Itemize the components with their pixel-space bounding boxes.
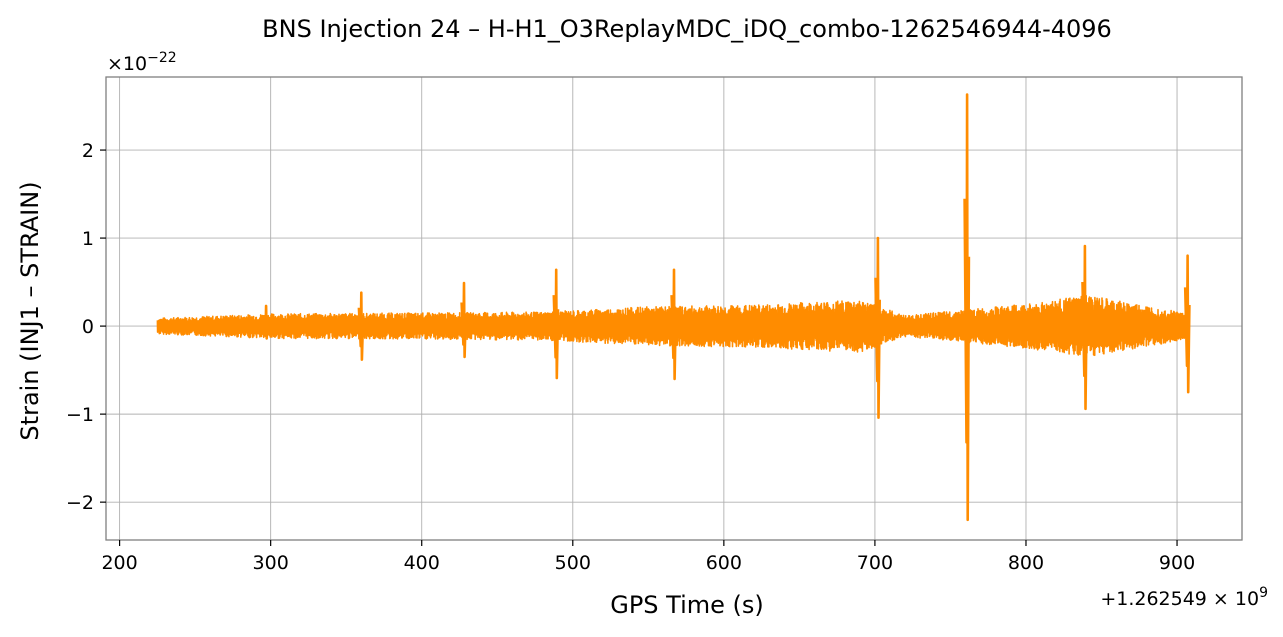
strain-peak	[460, 281, 468, 359]
strain-peak	[1183, 254, 1191, 394]
x-tick-label: 400	[404, 552, 440, 574]
x-offset-times: × 10	[1207, 588, 1259, 610]
y-multiplier: ×10−22	[107, 50, 177, 75]
strain-peak	[963, 93, 971, 522]
x-tick-label: 600	[706, 552, 742, 574]
y-multiplier-exponent: −22	[147, 50, 177, 66]
plot-frame	[105, 76, 1243, 541]
x-tick-label: 900	[1159, 552, 1195, 574]
plot-layer	[156, 93, 1191, 522]
strain-peak	[670, 268, 678, 381]
x-tick-label: 700	[857, 552, 893, 574]
strain-peak	[262, 304, 270, 340]
y-tick-label: 0	[82, 316, 94, 338]
x-tick-label: 200	[101, 552, 137, 574]
strain-peak	[552, 268, 560, 380]
y-multiplier-base: ×10	[107, 53, 147, 75]
y-tick-label: −2	[66, 492, 94, 514]
strain-peak	[874, 236, 881, 419]
y-tick-label: 2	[82, 140, 94, 162]
tick-layer: 200 300 400 500 600 700 800 900 −2 −1 0 1 2	[66, 140, 1195, 574]
x-tick-label: 300	[253, 552, 289, 574]
x-axis-label: GPS Time (s)	[610, 591, 764, 619]
x-offset: +1.262549 × 109	[1100, 585, 1268, 610]
strain-peak	[1081, 244, 1088, 411]
x-offset-exponent: 9	[1259, 585, 1268, 601]
strain-peak	[357, 291, 365, 361]
y-axis-label: Strain (INJ1 – STRAIN)	[16, 181, 44, 440]
x-tick-label: 800	[1008, 552, 1044, 574]
chart-title: BNS Injection 24 – H-H1_O3ReplayMDC_iDQ_…	[262, 15, 1112, 43]
x-offset-base: +1.262549	[1100, 588, 1207, 610]
y-tick-label: −1	[66, 404, 94, 426]
x-tick-label: 500	[555, 552, 591, 574]
y-tick-label: 1	[82, 228, 94, 250]
